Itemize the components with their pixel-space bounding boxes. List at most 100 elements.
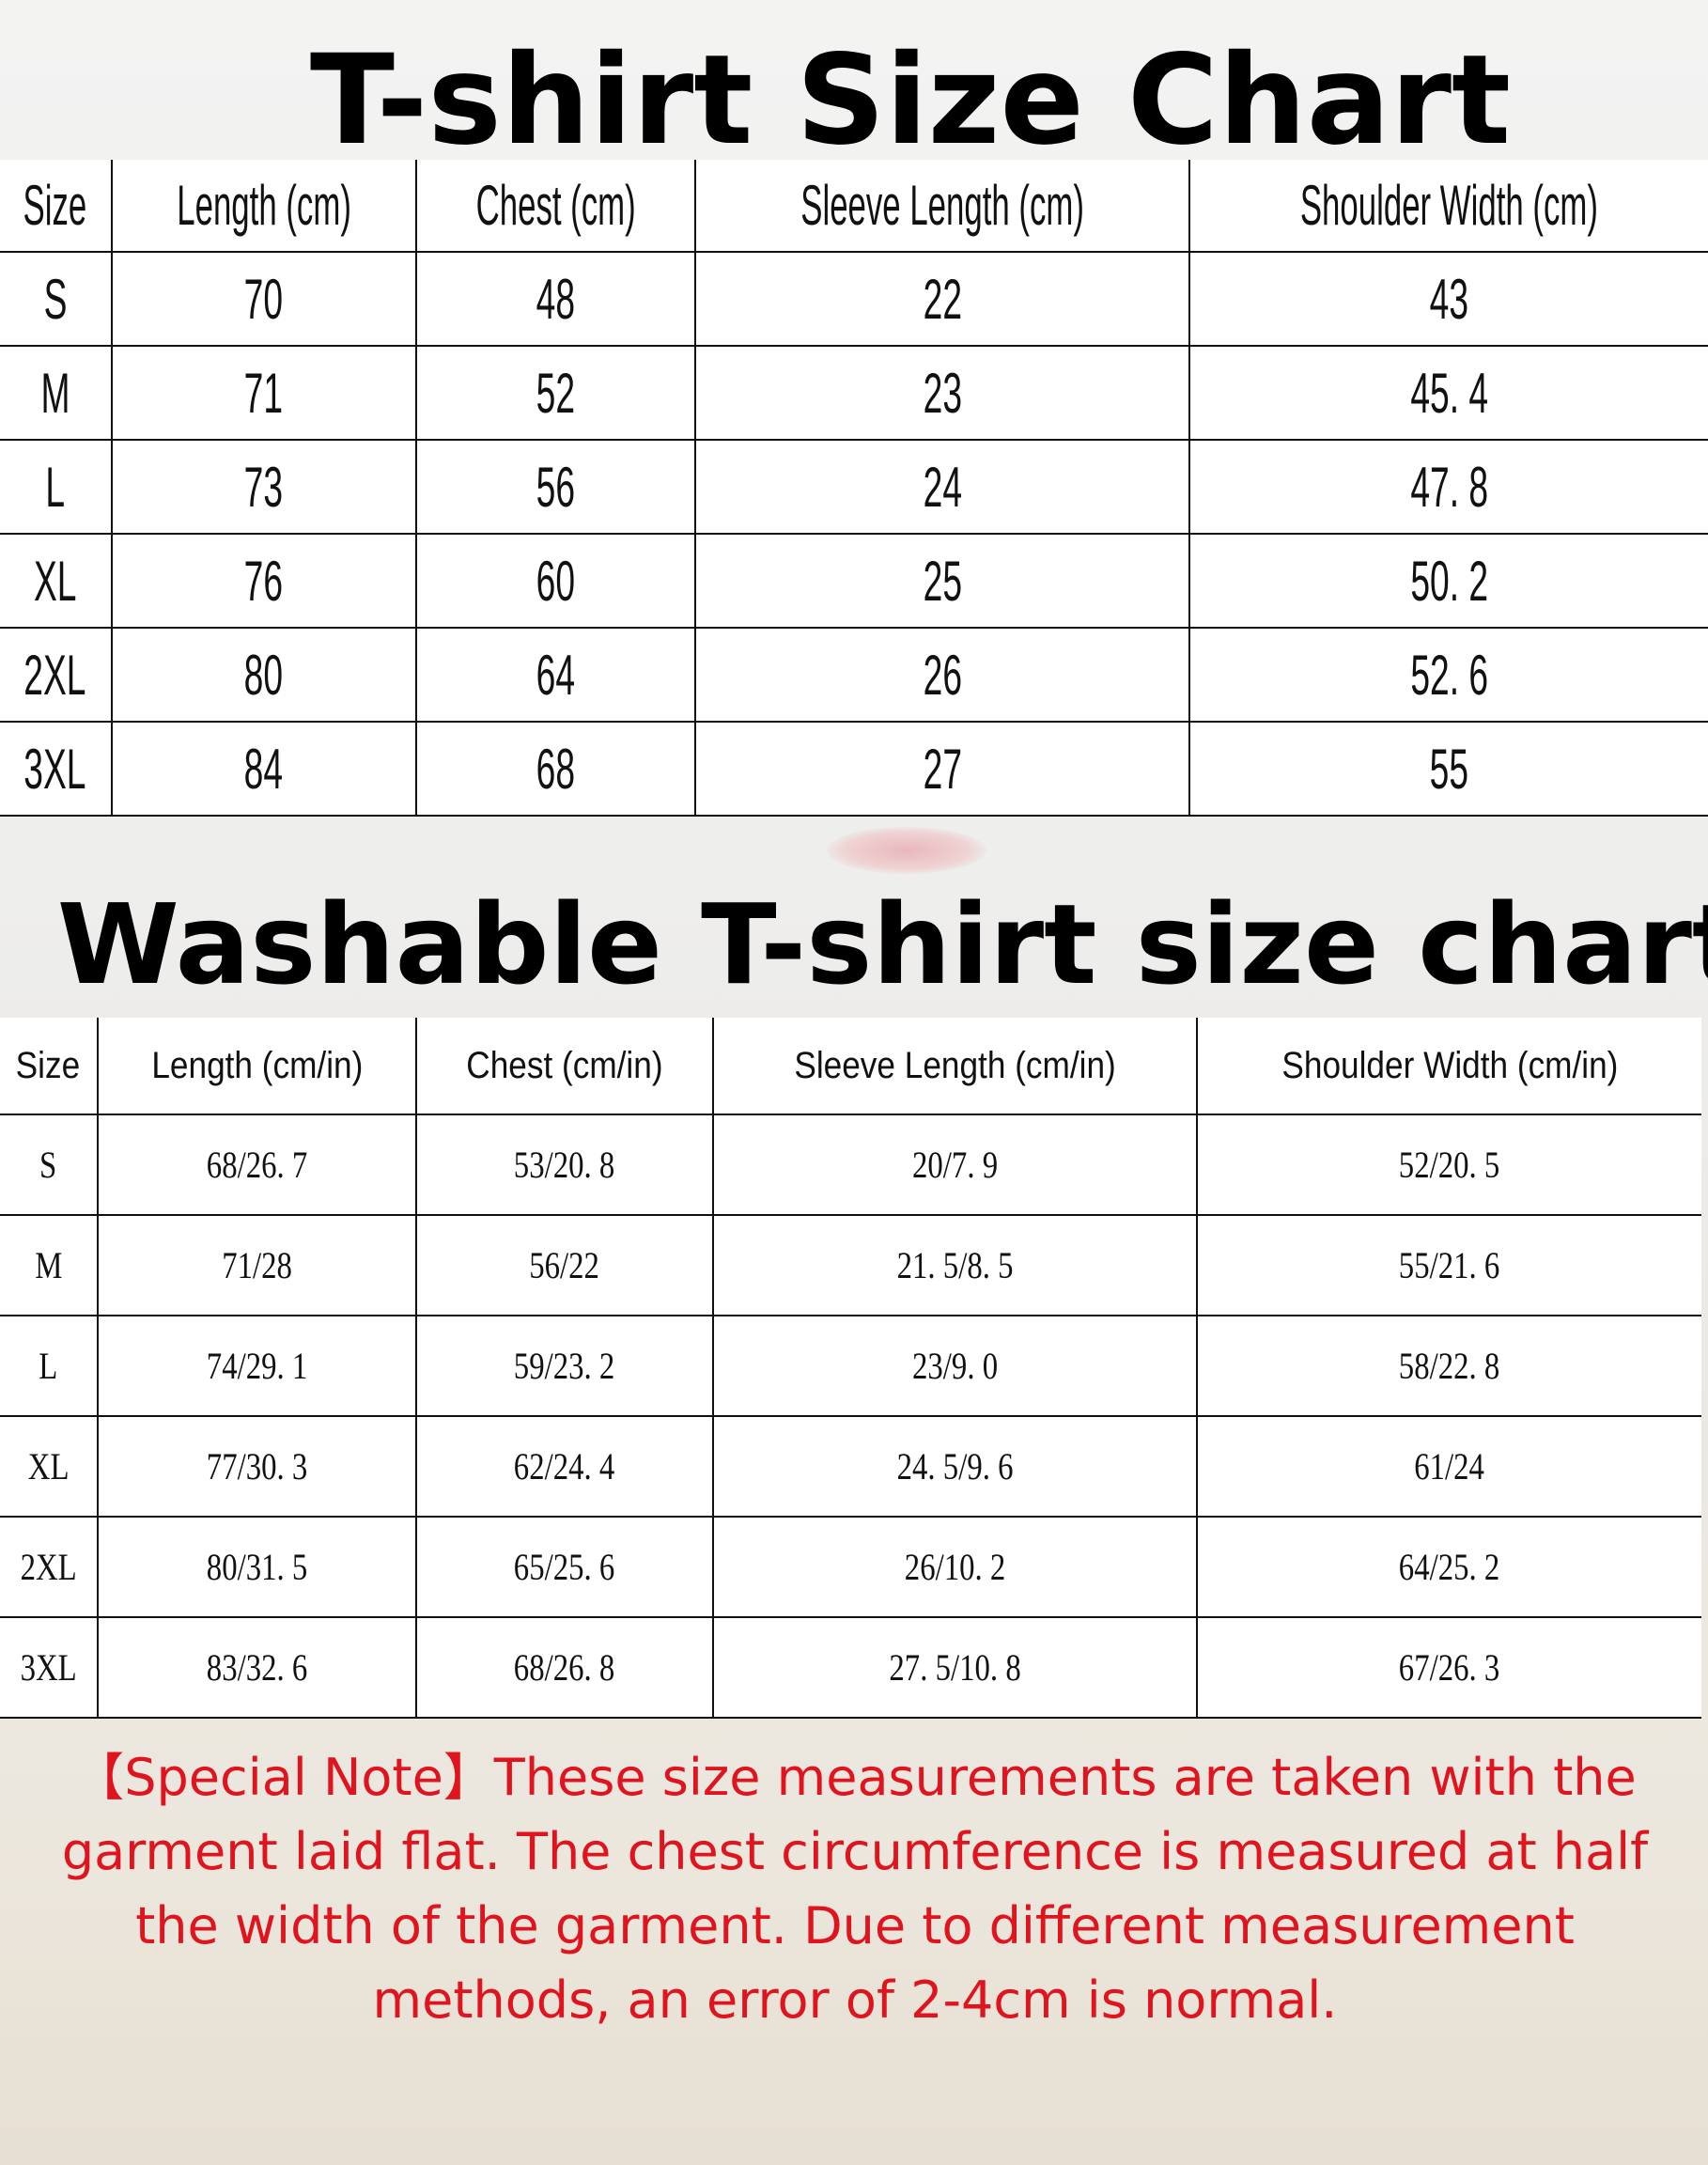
table-cell: 47. 8 [1188,439,1708,535]
table-row: M 71 52 23 45. 4 [0,345,1708,441]
cell-value: 27. 5/10. 8 [889,1646,1021,1689]
column-header: Size [0,1018,99,1115]
table-cell: 59/23. 2 [415,1315,714,1417]
column-header: Sleeve Length (cm/in) [711,1018,1198,1115]
table-cell: S [0,252,113,347]
table-row: 2XL 80 64 26 52. 6 [0,627,1708,723]
table-cell: 22 [694,252,1191,347]
table-cell: 3XL [0,1616,99,1719]
table-row: S 70 48 22 43 [0,252,1708,347]
cell-value: 64 [536,643,576,707]
table-cell: 76 [110,533,417,629]
table-cell: 74/29. 1 [96,1315,418,1417]
table-cell: 55/21. 6 [1195,1214,1701,1316]
cell-value: 3XL [23,737,86,801]
cell-value: 22 [923,267,962,331]
cell-value: 74/29. 1 [206,1345,308,1387]
cell-value: 67/26. 3 [1399,1646,1500,1689]
table-cell: 68 [414,721,697,817]
table-cell: 83/32. 6 [96,1616,418,1719]
column-header: Length (cm/in) [96,1018,418,1115]
column-header: Sleeve Length (cm) [694,160,1191,253]
column-header-label: Length (cm) [176,174,351,237]
column-header-label: Length (cm/in) [150,1044,363,1086]
table-cell: 25 [694,533,1191,629]
cell-value: 64/25. 2 [1399,1546,1500,1588]
table-cell: 23 [694,345,1191,441]
cell-value: 71/28 [222,1244,292,1286]
table-cell: 2XL [0,627,113,723]
table-cell: 64/25. 2 [1195,1516,1701,1618]
cell-value: 52 [536,361,576,425]
cell-value: 2XL [23,643,86,707]
cell-value: 50. 2 [1410,549,1489,613]
table-cell: M [0,1214,99,1316]
cell-value: 70 [244,267,284,331]
cell-value: 56/22 [529,1244,600,1286]
table-cell: 80 [110,627,417,723]
cell-value: 23/9. 0 [911,1345,998,1387]
table-cell: 53/20. 8 [415,1114,714,1216]
cell-value: 45. 4 [1410,361,1489,425]
table-row: S 68/26. 7 53/20. 8 20/7. 9 52/20. 5 [0,1114,1701,1216]
table-row: XL 77/30. 3 62/24. 4 24. 5/9. 6 61/24 [0,1415,1701,1518]
column-header: Chest (cm/in) [415,1018,714,1115]
cell-value: S [39,1144,57,1186]
column-header: Shoulder Width (cm) [1188,160,1708,253]
table-cell: XL [0,1415,99,1518]
cell-value: 3XL [20,1646,77,1689]
cell-value: 52. 6 [1410,643,1489,707]
special-note: 【Special Note】These size measurements ar… [61,1748,1649,2030]
table-row: 3XL 83/32. 6 68/26. 8 27. 5/10. 8 67/26. 3 [0,1616,1701,1719]
table-row: L 73 56 24 47. 8 [0,439,1708,535]
column-header: Size [0,160,113,253]
cell-value: 26/10. 2 [904,1546,1006,1588]
table-cell: 52. 6 [1188,627,1708,723]
table-row: L 74/29. 1 59/23. 2 23/9. 0 58/22. 8 [0,1315,1701,1417]
table-cell: 26/10. 2 [711,1516,1198,1618]
column-header: Chest (cm) [414,160,697,253]
cell-value: 43 [1429,267,1469,331]
table-cell: 24. 5/9. 6 [711,1415,1198,1518]
table-cell: 80/31. 5 [96,1516,418,1618]
cell-value: M [34,1244,62,1286]
table-cell: 65/25. 6 [415,1516,714,1618]
table-cell: 61/24 [1195,1415,1701,1518]
table-cell: 21. 5/8. 5 [711,1214,1198,1316]
table-cell: 77/30. 3 [96,1415,418,1518]
table-row: XL 76 60 25 50. 2 [0,533,1708,629]
table-row: M 71/28 56/22 21. 5/8. 5 55/21. 6 [0,1214,1701,1316]
cell-value: 68/26. 7 [206,1144,308,1186]
washable-size-chart-table: Size Length (cm/in) Chest (cm/in) Sleeve Le… [0,1018,1701,1719]
cell-value: 55 [1429,737,1469,801]
table-cell: 26 [694,627,1191,723]
cell-value: M [40,361,70,425]
cell-value: L [39,1345,58,1387]
cell-value: 68/26. 8 [514,1646,615,1689]
cell-value: 23 [923,361,962,425]
table-cell: 23/9. 0 [711,1315,1198,1417]
table-cell: 58/22. 8 [1195,1315,1701,1417]
cell-value: 48 [536,267,576,331]
table-cell: 71/28 [96,1214,418,1316]
cell-value: 76 [244,549,284,613]
cell-value: 27 [923,737,962,801]
table-cell: 73 [110,439,417,535]
table-cell: 52/20. 5 [1195,1114,1701,1216]
cell-value: 47. 8 [1410,455,1489,519]
cell-value: 80 [244,643,284,707]
cell-value: 26 [923,643,962,707]
table-cell: 2XL [0,1516,99,1618]
cell-value: 52/20. 5 [1399,1144,1500,1186]
washable-size-chart-title: Washable T-shirt size chart [56,880,1708,1009]
cell-value: S [43,267,68,331]
cell-value: 53/20. 8 [514,1144,615,1186]
cell-value: 25 [923,549,962,613]
table-cell: L [0,1315,99,1417]
table-cell: 56/22 [415,1214,714,1316]
cell-value: 61/24 [1414,1445,1485,1487]
cell-value: 56 [536,455,576,519]
cell-value: 2XL [20,1546,77,1588]
column-header-label: Chest (cm/in) [466,1044,663,1086]
table-cell: 84 [110,721,417,817]
